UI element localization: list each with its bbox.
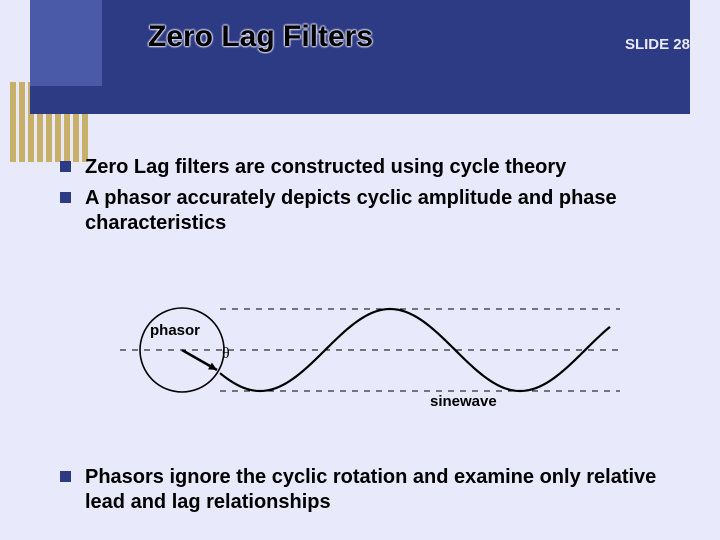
theta-label: θ [222,345,230,363]
bullet-item: A phasor accurately depicts cyclic ampli… [60,186,680,236]
bullet-square-icon [60,161,71,172]
bullet-square-icon [60,471,71,482]
bullet-square-icon [60,192,71,203]
bullet-text: Zero Lag filters are constructed using c… [85,155,566,180]
phasor-diagram: phasor θ sinewave [120,295,620,435]
bullets-bottom: Phasors ignore the cyclic rotation and e… [60,465,680,521]
sinewave-label: sinewave [430,393,497,410]
diagram-svg [120,295,620,435]
bullet-text: A phasor accurately depicts cyclic ampli… [85,186,680,236]
phasor-label: phasor [150,322,200,339]
bullet-item: Zero Lag filters are constructed using c… [60,155,680,180]
slide-title: Zero Lag Filters [148,20,373,54]
title-band [30,0,690,114]
bullet-item: Phasors ignore the cyclic rotation and e… [60,465,680,515]
slide-number: SLIDE 28 [625,36,690,53]
bullet-text: Phasors ignore the cyclic rotation and e… [85,465,680,515]
accent-block [30,0,102,86]
bullets-top: Zero Lag filters are constructed using c… [60,155,680,242]
